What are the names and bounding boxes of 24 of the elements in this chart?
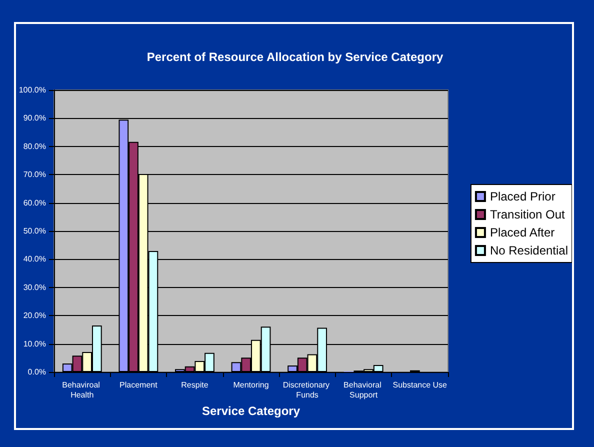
x-tick-label: Mentoring <box>233 380 269 390</box>
x-tick-label: Placement <box>120 380 158 390</box>
legend-label: Placed Prior <box>490 190 556 204</box>
legend-label: No Residential <box>490 244 568 258</box>
y-tick-label: 100.0% <box>18 86 46 94</box>
y-tick-label: 0.0% <box>28 368 46 376</box>
y-tick-label: 50.0% <box>23 226 46 236</box>
y-tick-label: 60.0% <box>23 198 46 208</box>
x-tick-label: Behavioral Support <box>344 380 384 400</box>
y-tick-label: 90.0% <box>23 114 46 123</box>
y-tick-label: 80.0% <box>23 142 46 151</box>
legend-label: Transition Out <box>490 208 566 222</box>
chart-title: Percent of Resource Allocation by Service Category <box>146 50 444 64</box>
y-tick-label: 10.0% <box>23 339 46 348</box>
x-tick-label: Substance Use <box>392 380 448 390</box>
y-tick-label: 20.0% <box>23 311 46 320</box>
x-tick-label: Discretionary Funds <box>282 380 332 400</box>
x-axis-title: Service Category <box>202 404 300 418</box>
y-tick-label: 40.0% <box>23 254 46 264</box>
legend-label: Placed After <box>490 226 555 240</box>
y-tick-label: 30.0% <box>23 282 46 292</box>
x-tick-label: Respite <box>181 380 209 390</box>
x-tick-label: Behaviroal Health <box>62 380 102 400</box>
y-tick-label: 70.0% <box>23 170 46 180</box>
